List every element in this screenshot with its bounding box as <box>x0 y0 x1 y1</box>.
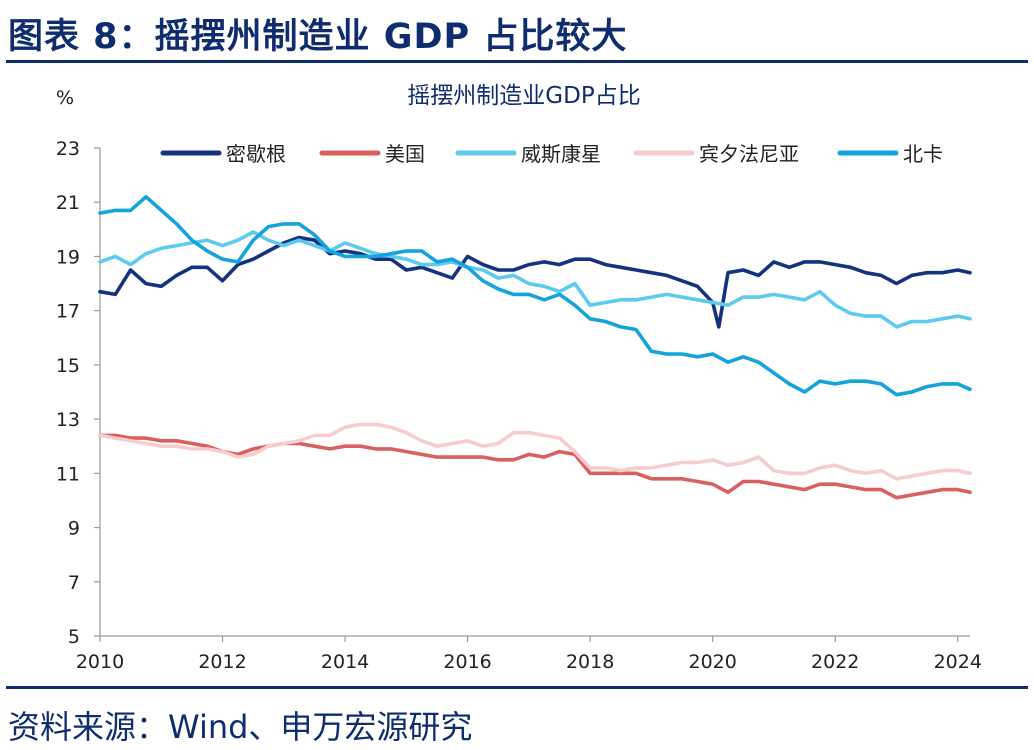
series-line-4 <box>98 422 972 481</box>
y-tick-label: 13 <box>56 409 80 431</box>
legend-label-3: 威斯康星 <box>521 142 601 166</box>
x-tick-label: 2020 <box>688 651 736 673</box>
y-tick-label: 21 <box>56 192 80 214</box>
y-axis-unit-label: % <box>56 87 74 109</box>
top-divider <box>6 60 1028 63</box>
bottom-divider <box>6 686 1028 689</box>
y-tick-label: 11 <box>56 463 80 485</box>
x-tick-label: 2016 <box>443 651 491 673</box>
series-line-3 <box>98 230 972 329</box>
x-tick-label: 2018 <box>566 651 614 673</box>
y-tick-label: 5 <box>68 626 80 648</box>
y-tick-label: 23 <box>56 138 80 160</box>
legend: 密歇根 美国 威斯康星 宾夕法尼亚 北卡 <box>160 142 943 166</box>
chart-title: 摇摆州制造业GDP占比 <box>407 83 640 109</box>
x-tick-label: 2012 <box>198 651 246 673</box>
y-tick-label: 9 <box>68 518 80 540</box>
x-tick-label: 2024 <box>934 651 982 673</box>
y-tick-label: 19 <box>56 246 80 268</box>
x-tick-label: 2022 <box>811 651 859 673</box>
series-lines <box>98 195 972 500</box>
series-line-1 <box>98 235 972 329</box>
y-tick-label: 17 <box>56 301 80 323</box>
legend-label-4: 宾夕法尼亚 <box>699 142 799 166</box>
source-note: 资料来源：Wind、申万宏源研究 <box>8 708 473 746</box>
series-line-5 <box>98 195 972 397</box>
series-line-2 <box>98 433 972 500</box>
x-tick-label: 2014 <box>321 651 369 673</box>
y-tick-label: 15 <box>56 355 80 377</box>
line-chart: 摇摆州制造业GDP占比 % 5 7 9 11 13 15 17 19 21 23 2010 2012 2… <box>56 83 982 673</box>
legend-label-1: 密歇根 <box>226 142 286 166</box>
figure-heading: 图表 8：摇摆州制造业 GDP 占比较大 <box>8 17 628 57</box>
x-tick-label: 2010 <box>76 651 124 673</box>
y-tick-label: 7 <box>68 572 80 594</box>
legend-label-2: 美国 <box>385 142 425 166</box>
legend-label-5: 北卡 <box>903 142 943 166</box>
axes: 5 7 9 11 13 15 17 19 21 23 2010 2012 2014 2016 2018 202… <box>56 138 982 673</box>
